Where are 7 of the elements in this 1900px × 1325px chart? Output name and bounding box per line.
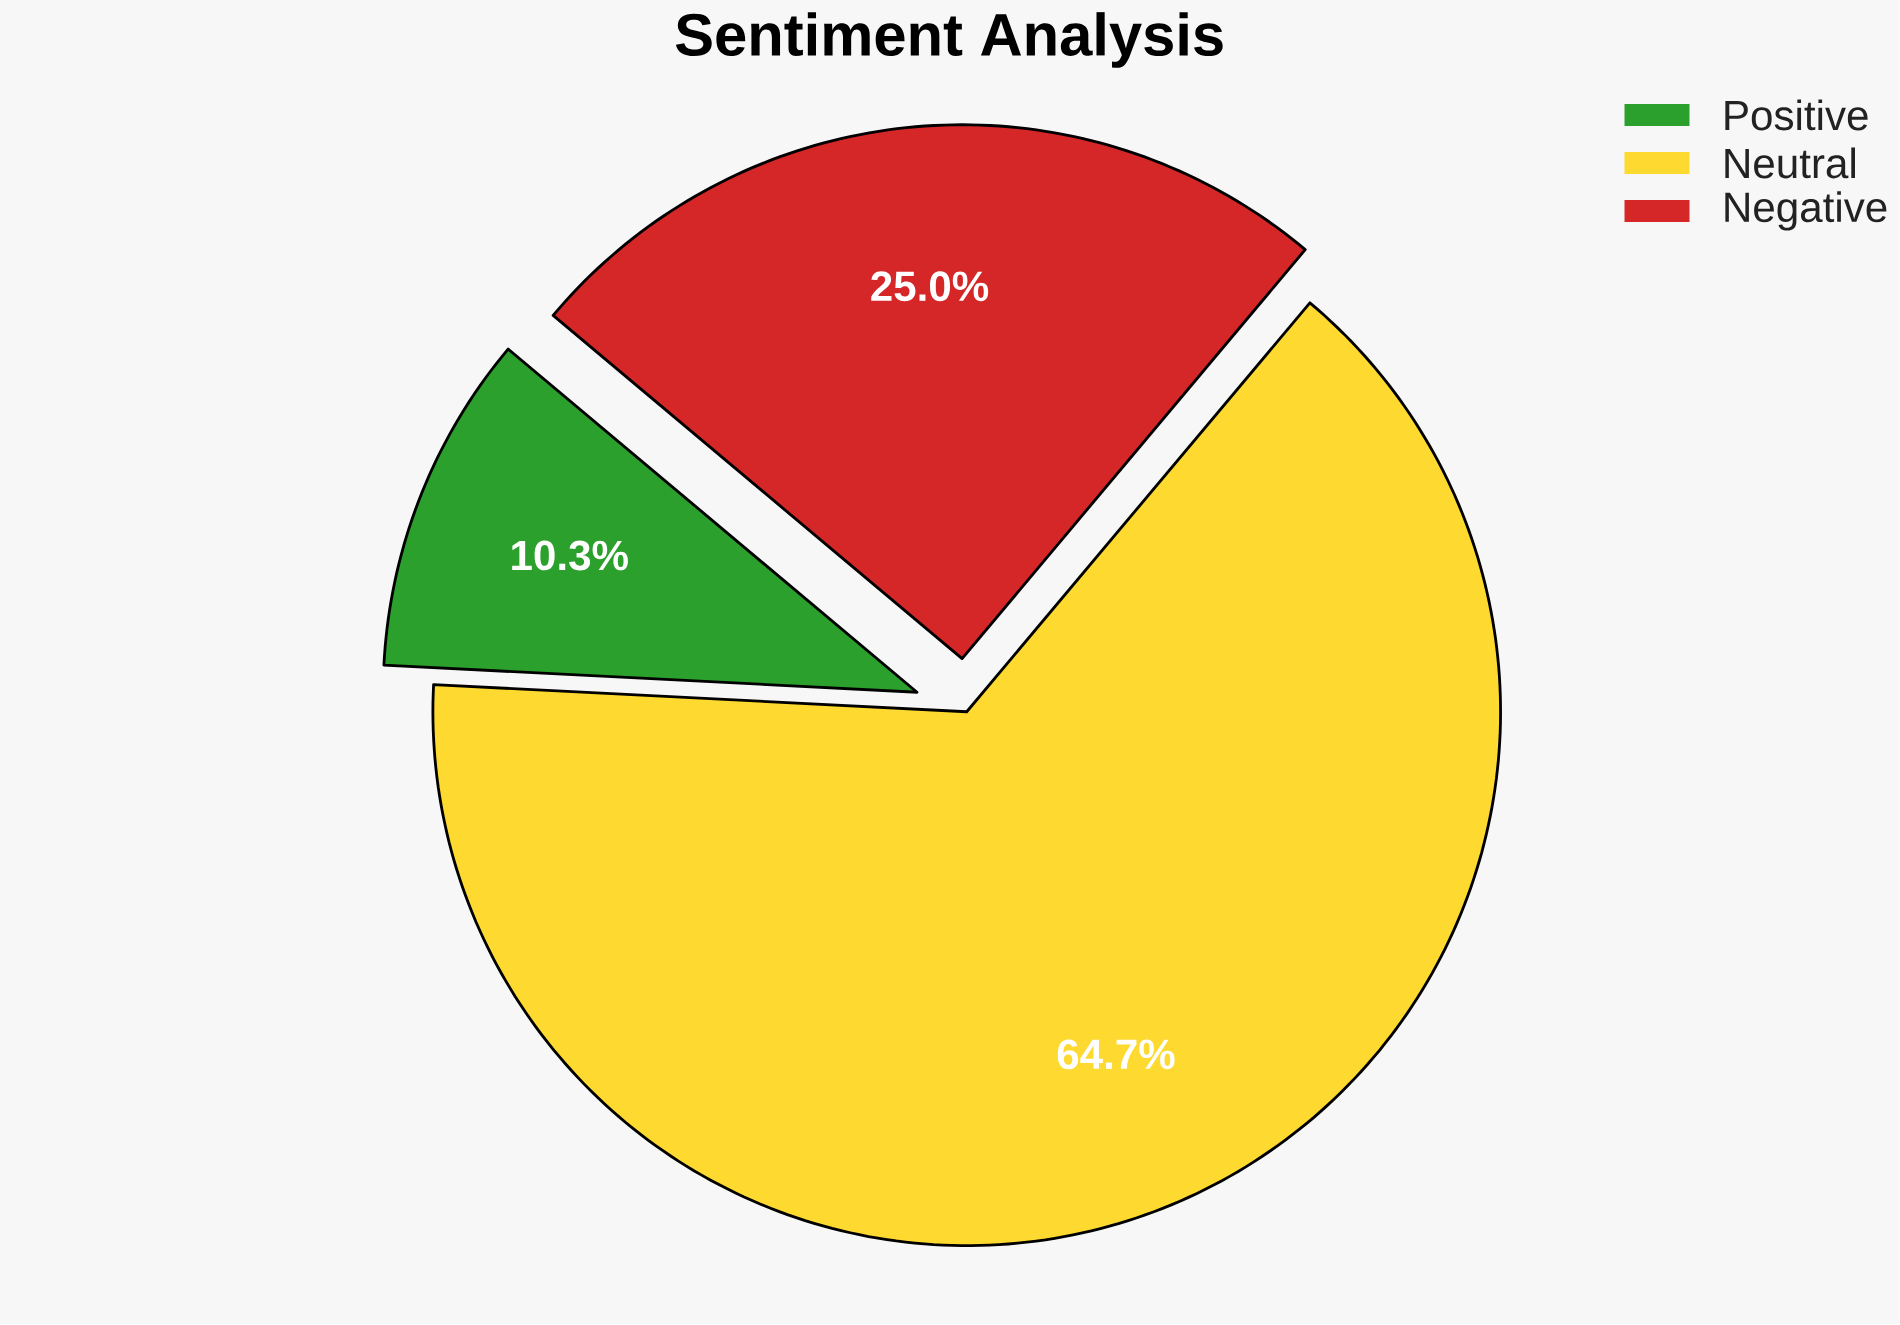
data-label: 10.3% xyxy=(512,540,628,571)
data-label: 25.0% xyxy=(871,271,989,302)
legend-label: Neutral xyxy=(1725,147,1855,179)
legend-label: Positive xyxy=(1725,99,1868,131)
data-label: 64.7% xyxy=(1057,1039,1175,1070)
chart-title: Sentiment Analysis xyxy=(675,12,1223,69)
legend-label: Negative xyxy=(1725,191,1887,231)
